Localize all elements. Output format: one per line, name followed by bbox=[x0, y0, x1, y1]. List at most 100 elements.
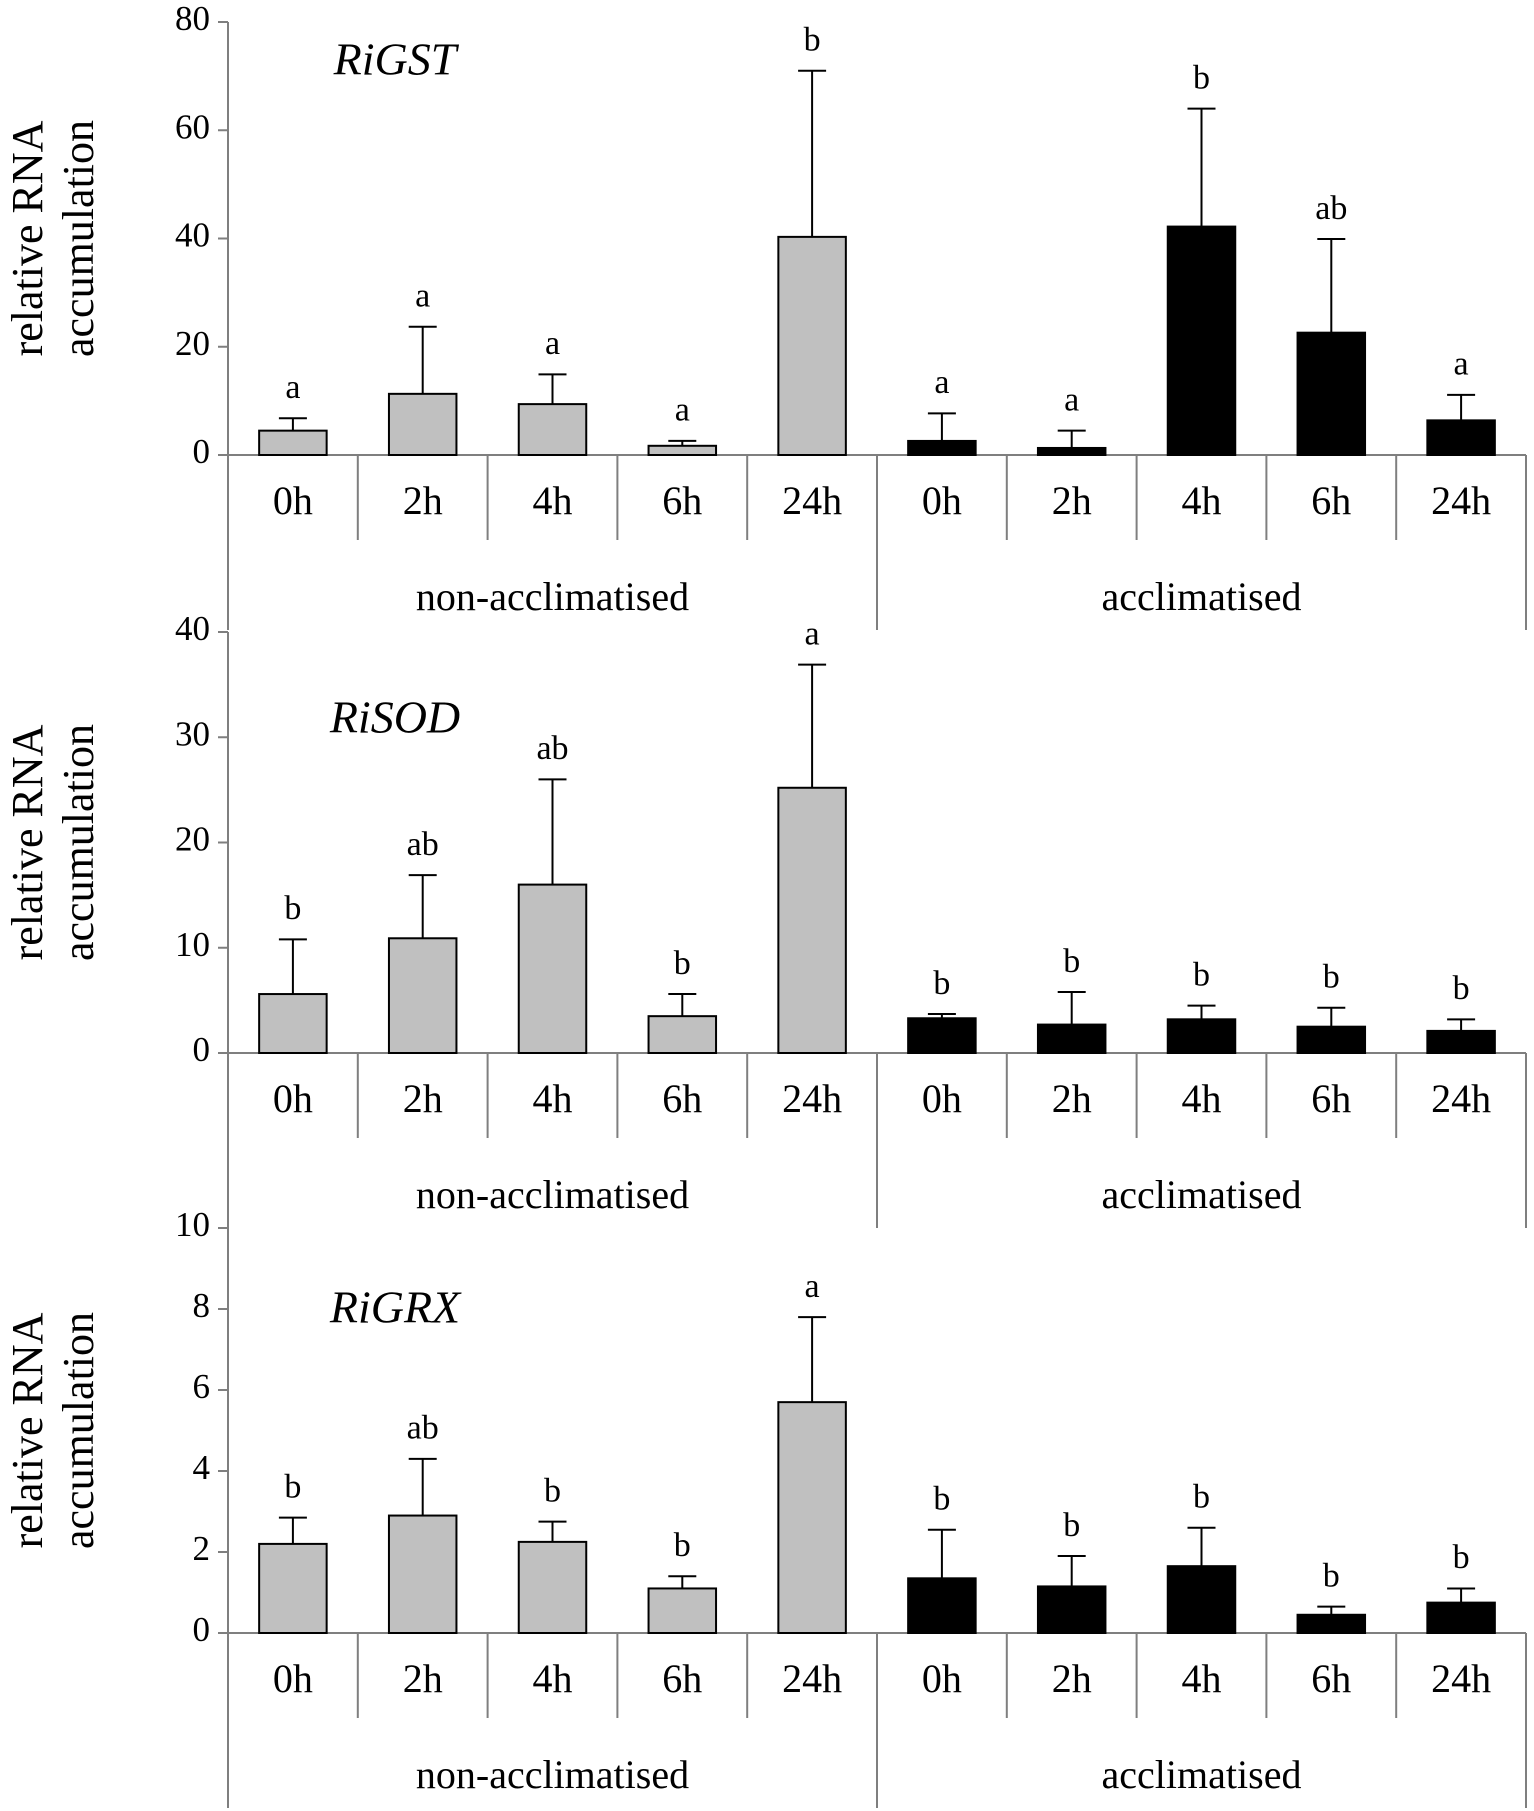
significance-letter: a bbox=[415, 278, 430, 315]
bar bbox=[907, 1577, 977, 1634]
x-tick-label: 4h bbox=[533, 1656, 573, 1701]
significance-letter: b bbox=[544, 1472, 561, 1509]
significance-letter: b bbox=[1453, 1539, 1470, 1576]
significance-letter: b bbox=[804, 22, 821, 59]
significance-letter: b bbox=[1063, 943, 1080, 980]
x-tick-label: 6h bbox=[1311, 1656, 1351, 1701]
significance-letter: a bbox=[545, 325, 560, 362]
significance-letter: a bbox=[1454, 346, 1469, 383]
y-tick-label: 20 bbox=[175, 820, 210, 859]
significance-letter: ab bbox=[407, 1410, 439, 1447]
x-tick-label: 6h bbox=[1311, 478, 1351, 523]
bar bbox=[387, 1514, 458, 1635]
bar bbox=[777, 1401, 847, 1635]
y-axis-label: accumulation bbox=[54, 120, 103, 357]
x-tick-label: 24h bbox=[1431, 478, 1491, 523]
group-label: acclimatised bbox=[1102, 574, 1302, 619]
significance-letter: ab bbox=[536, 730, 568, 767]
y-tick-label: 20 bbox=[175, 324, 210, 363]
x-tick-label: 4h bbox=[1182, 1076, 1222, 1121]
bar bbox=[647, 1587, 718, 1634]
significance-letter: b bbox=[1193, 956, 1210, 993]
significance-letter: b bbox=[933, 1481, 950, 1518]
bar bbox=[777, 786, 847, 1055]
x-tick-label: 2h bbox=[403, 1656, 443, 1701]
bar bbox=[907, 439, 977, 456]
y-tick-label: 6 bbox=[193, 1367, 211, 1406]
bar bbox=[1166, 225, 1237, 456]
significance-letter: a bbox=[675, 392, 690, 429]
y-tick-label: 2 bbox=[193, 1529, 211, 1568]
group-label: non-acclimatised bbox=[416, 1752, 689, 1797]
y-tick-label: 40 bbox=[175, 609, 210, 648]
significance-letter: a bbox=[805, 615, 820, 652]
bar bbox=[907, 1017, 977, 1055]
significance-letter: b bbox=[1323, 959, 1340, 996]
y-tick-label: 0 bbox=[193, 1030, 211, 1069]
bar bbox=[387, 937, 458, 1055]
bar bbox=[777, 235, 847, 456]
x-tick-label: 24h bbox=[1431, 1076, 1491, 1121]
significance-letter: a bbox=[1064, 381, 1079, 418]
bar bbox=[258, 993, 328, 1054]
bar bbox=[1166, 1018, 1237, 1055]
x-tick-label: 6h bbox=[662, 478, 702, 523]
group-label: acclimatised bbox=[1102, 1172, 1302, 1217]
x-tick-label: 2h bbox=[1052, 478, 1092, 523]
bar bbox=[517, 403, 588, 456]
x-tick-label: 2h bbox=[1052, 1656, 1092, 1701]
bar bbox=[1036, 446, 1107, 456]
y-tick-label: 40 bbox=[175, 216, 210, 255]
bar bbox=[1426, 1601, 1496, 1634]
bar bbox=[1296, 1025, 1367, 1054]
significance-letter: b bbox=[1193, 59, 1210, 96]
y-tick-label: 80 bbox=[175, 0, 210, 38]
y-tick-label: 60 bbox=[175, 107, 210, 146]
significance-letter: ab bbox=[407, 826, 439, 863]
y-tick-label: 10 bbox=[175, 925, 210, 964]
chart-title: RiGRX bbox=[329, 1282, 462, 1333]
bar bbox=[387, 392, 458, 456]
x-tick-label: 24h bbox=[1431, 1656, 1491, 1701]
x-tick-label: 4h bbox=[1182, 1656, 1222, 1701]
x-tick-label: 0h bbox=[922, 1076, 962, 1121]
bar bbox=[1166, 1565, 1237, 1635]
significance-letter: a bbox=[805, 1268, 820, 1305]
x-tick-label: 0h bbox=[922, 1656, 962, 1701]
bar bbox=[647, 1015, 718, 1054]
significance-letter: b bbox=[933, 965, 950, 1002]
y-tick-label: 30 bbox=[175, 714, 210, 753]
bar bbox=[258, 429, 328, 456]
x-tick-label: 24h bbox=[782, 1656, 842, 1701]
x-tick-label: 4h bbox=[533, 478, 573, 523]
y-tick-label: 8 bbox=[193, 1286, 211, 1325]
x-tick-label: 2h bbox=[403, 478, 443, 523]
x-tick-label: 0h bbox=[273, 478, 313, 523]
x-tick-label: 6h bbox=[662, 1076, 702, 1121]
significance-letter: b bbox=[1193, 1478, 1210, 1515]
y-tick-label: 4 bbox=[193, 1448, 211, 1487]
bar bbox=[517, 1540, 588, 1634]
y-tick-label: 0 bbox=[193, 1610, 211, 1649]
significance-letter: b bbox=[284, 1468, 301, 1505]
group-label: acclimatised bbox=[1102, 1752, 1302, 1797]
bar bbox=[1426, 1029, 1496, 1054]
x-tick-label: 0h bbox=[922, 478, 962, 523]
y-tick-label: 0 bbox=[193, 432, 211, 471]
significance-letter: b bbox=[1453, 970, 1470, 1007]
significance-letter: b bbox=[284, 890, 301, 927]
x-tick-label: 0h bbox=[273, 1076, 313, 1121]
significance-letter: ab bbox=[1315, 190, 1347, 227]
x-tick-label: 6h bbox=[662, 1656, 702, 1701]
group-label: non-acclimatised bbox=[416, 574, 689, 619]
group-label: non-acclimatised bbox=[416, 1172, 689, 1217]
bar bbox=[258, 1542, 328, 1635]
significance-letter: a bbox=[934, 364, 949, 401]
bar bbox=[517, 883, 588, 1054]
bar bbox=[1296, 1613, 1367, 1635]
y-axis-label: accumulation bbox=[54, 724, 103, 961]
bar bbox=[647, 444, 718, 456]
y-axis-label: relative RNA bbox=[3, 724, 52, 960]
chart-title: RiSOD bbox=[329, 692, 460, 743]
